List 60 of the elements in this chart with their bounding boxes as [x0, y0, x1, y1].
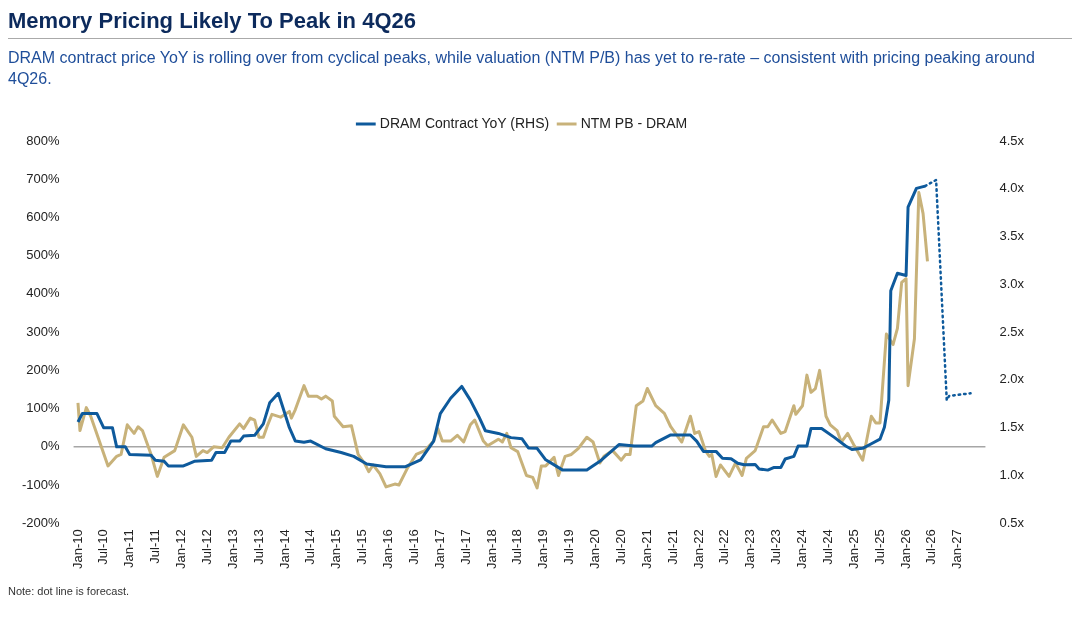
x-tick-label: Jul-14	[302, 529, 318, 565]
text: Note: dot line is forecast.	[8, 585, 131, 597]
chart-subtitle: DRAM contract price YoY is rolling over from cyclical peaks, while valuation (NTM P/B) has yet to re-rate – consistent with pricing peaking around 4Q26.	[8, 48, 1036, 89]
x-tick-label: Jul-17	[457, 529, 473, 565]
x-tick-label: Jan-23	[742, 529, 758, 569]
legend-label: DRAM Contract YoY (RHS)	[379, 114, 550, 131]
x-tick-label: Jan-26	[897, 529, 913, 569]
y-tick-label: -100%	[22, 476, 61, 492]
x-tick-label: Jul-11	[146, 529, 162, 564]
x-tick-label: Jul-16	[405, 529, 421, 565]
y-tick-label: 700%	[26, 170, 61, 186]
x-tick-label: Jul-20	[612, 529, 628, 565]
x-tick-label: Jul-18	[509, 529, 525, 565]
y-tick-label: 200%	[26, 361, 61, 377]
y-tick-label: 500%	[26, 247, 61, 263]
x-tick-label: Jul-22	[716, 529, 732, 565]
y2-tick-label: 2.0x	[999, 371, 1025, 387]
y2-tick-label: 4.0x	[999, 180, 1025, 196]
x-tick-label: Jan-21	[638, 529, 654, 569]
y2-tick-label: 3.5x	[999, 228, 1025, 244]
x-tick-label: Jul-19	[560, 529, 576, 565]
y2-tick-label: 4.5x	[999, 132, 1025, 148]
x-tick-label: Jan-27	[949, 529, 965, 569]
x-tick-label: Jul-10	[95, 529, 111, 565]
y2-tick-label: 1.0x	[999, 467, 1025, 483]
y2-tick-label: 0.5x	[999, 514, 1025, 530]
x-tick-label: Jan-16	[380, 529, 396, 569]
y-tick-label: 800%	[26, 132, 61, 148]
y-tick-label: 100%	[26, 400, 61, 416]
x-tick-label: Jan-22	[690, 529, 706, 569]
y2-tick-label: 3.0x	[999, 275, 1025, 291]
y2-tick-label: 2.5x	[999, 323, 1025, 339]
x-tick-label: Jul-24	[819, 529, 835, 565]
x-tick-label: Jan-20	[587, 529, 603, 569]
x-tick-label: Jan-14	[276, 529, 292, 569]
legend-label: NTM PB - DRAM	[580, 114, 688, 131]
x-tick-label: Jul-15	[353, 529, 369, 565]
x-tick-label: Jan-19	[535, 529, 551, 569]
x-tick-label: Jul-23	[768, 529, 783, 565]
y-tick-label: 400%	[26, 285, 61, 301]
x-tick-label: Jul-25	[871, 529, 887, 565]
chart-title: Memory Pricing Likely To Peak in 4Q26	[8, 8, 1072, 39]
y-tick-label: 600%	[26, 209, 61, 225]
x-tick-label: Jul-12	[198, 529, 214, 565]
x-tick-label: Jul-26	[923, 529, 939, 565]
x-tick-label: Jan-12	[172, 529, 188, 569]
x-tick-label: Jan-10	[69, 529, 85, 569]
x-tick-label: Jan-18	[483, 529, 499, 569]
x-tick-label: Jan-13	[224, 529, 240, 569]
x-tick-label: Jan-17	[431, 529, 447, 569]
y2-tick-label: 1.5x	[999, 419, 1025, 435]
x-tick-label: Jan-11	[121, 529, 137, 569]
y-tick-label: -200%	[22, 514, 61, 530]
x-tick-label: Jan-25	[845, 529, 861, 569]
x-tick-label: Jan-24	[794, 529, 810, 569]
x-tick-label: Jul-21	[664, 529, 680, 565]
y-tick-label: 300%	[26, 323, 61, 339]
y-tick-label: 0%	[40, 438, 61, 454]
x-tick-label: Jan-15	[328, 529, 344, 569]
x-tick-label: Jul-13	[250, 529, 266, 565]
